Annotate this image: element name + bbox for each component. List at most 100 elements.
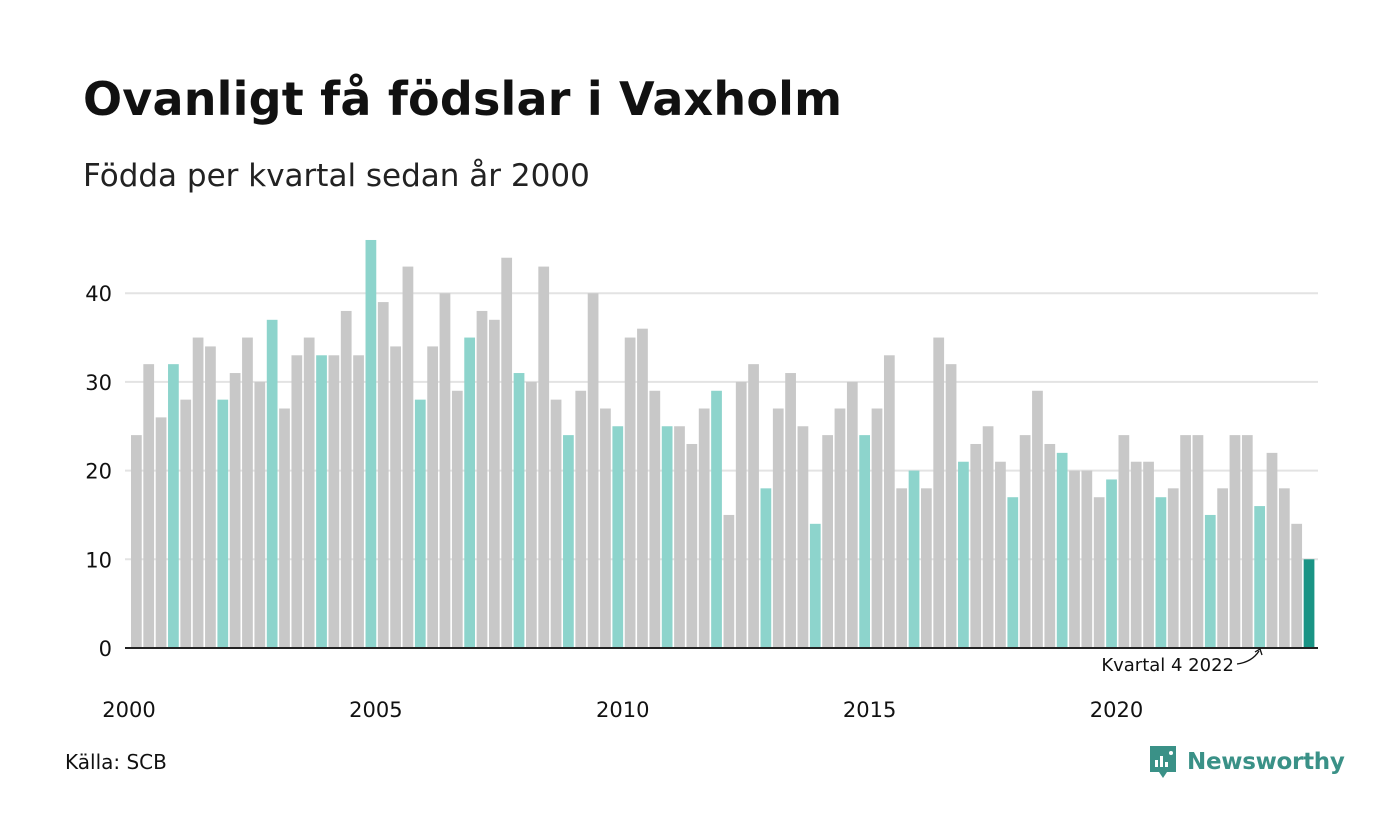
bar	[279, 408, 290, 648]
bar	[921, 488, 932, 648]
bar	[1303, 559, 1315, 648]
bar	[600, 408, 611, 648]
bar	[834, 408, 846, 648]
brand-logo: Newsworthy	[1148, 744, 1345, 780]
bar	[365, 239, 377, 649]
bar	[488, 319, 500, 648]
bar	[340, 310, 352, 648]
y-tick-labels: 0 10 20 30 40	[85, 282, 112, 661]
bar	[982, 426, 994, 648]
bar	[464, 337, 476, 648]
bar	[192, 337, 204, 648]
bar	[451, 390, 463, 648]
chart-title: Ovanligt få födslar i Vaxholm	[83, 72, 843, 126]
bar	[1155, 497, 1167, 648]
bar	[303, 337, 315, 648]
bar	[797, 426, 809, 648]
newsworthy-logo-icon	[1150, 746, 1176, 778]
bar	[958, 461, 969, 648]
bar	[402, 266, 414, 648]
bar	[155, 417, 167, 648]
x-tick-label: 2005	[349, 698, 402, 722]
annotation: Kvartal 4 2022	[1101, 648, 1263, 676]
bar	[1007, 497, 1019, 648]
bar	[723, 514, 735, 648]
annotation-arrow	[1236, 650, 1260, 665]
source-note: Källa: SCB	[65, 750, 167, 774]
bar	[353, 355, 364, 648]
bar	[995, 461, 1006, 648]
bar	[1118, 435, 1130, 648]
bar	[328, 355, 340, 648]
bar	[266, 319, 278, 648]
bar	[846, 381, 858, 648]
bar	[772, 408, 784, 648]
bar	[822, 435, 833, 648]
bar	[970, 443, 982, 648]
bar	[316, 355, 327, 648]
bar	[291, 355, 303, 648]
bar	[501, 257, 513, 648]
x-tick-label: 2015	[843, 698, 896, 722]
bar	[476, 310, 488, 648]
bar	[242, 337, 253, 648]
bar	[1266, 452, 1278, 648]
bar	[1093, 497, 1105, 648]
bar	[538, 266, 550, 648]
bar	[563, 435, 574, 648]
bar	[1254, 506, 1266, 648]
x-tick-label: 2000	[102, 698, 155, 722]
bar	[229, 373, 241, 648]
bar	[908, 470, 920, 648]
bar	[439, 293, 451, 648]
bar	[180, 399, 192, 648]
annotation-label: Kvartal 4 2022	[1101, 655, 1234, 676]
bar	[1291, 523, 1303, 648]
bar	[760, 488, 772, 648]
bar	[550, 399, 562, 648]
bar	[254, 381, 266, 648]
bar	[896, 488, 908, 648]
x-tick-label: 2020	[1090, 698, 1143, 722]
bar	[1204, 514, 1216, 648]
bar	[686, 443, 698, 648]
bar	[390, 346, 401, 648]
bar	[1044, 443, 1056, 648]
bar	[526, 381, 537, 648]
bar	[168, 364, 179, 648]
bar	[748, 364, 759, 648]
bar	[674, 426, 685, 648]
bar	[711, 390, 722, 648]
bar	[612, 426, 624, 648]
bar	[1192, 435, 1204, 648]
chart-subtitle: Födda per kvartal sedan år 2000	[83, 158, 590, 194]
y-tick-label: 30	[85, 371, 112, 395]
bar	[933, 337, 945, 648]
bar	[1241, 435, 1253, 648]
x-tick-labels: 2000 2005 2010 2015 2020	[102, 698, 1143, 722]
bar	[1180, 435, 1191, 648]
y-tick-label: 40	[85, 282, 112, 306]
bar	[637, 328, 648, 648]
bar	[871, 408, 883, 648]
y-tick-label: 0	[99, 637, 112, 661]
bar	[661, 426, 673, 648]
bar	[1167, 488, 1179, 648]
bar	[427, 346, 438, 648]
bar	[1069, 470, 1080, 648]
bar	[575, 390, 587, 648]
bar	[513, 373, 525, 648]
bar	[809, 523, 821, 648]
bar	[587, 293, 599, 648]
bar	[785, 373, 796, 648]
bars	[131, 239, 1315, 649]
bar	[1217, 488, 1228, 648]
bar	[414, 399, 426, 648]
bar	[143, 364, 155, 648]
bar	[1143, 461, 1154, 648]
bar	[1229, 435, 1241, 648]
bar	[1278, 488, 1290, 648]
bar	[131, 435, 142, 648]
bar	[883, 355, 895, 648]
